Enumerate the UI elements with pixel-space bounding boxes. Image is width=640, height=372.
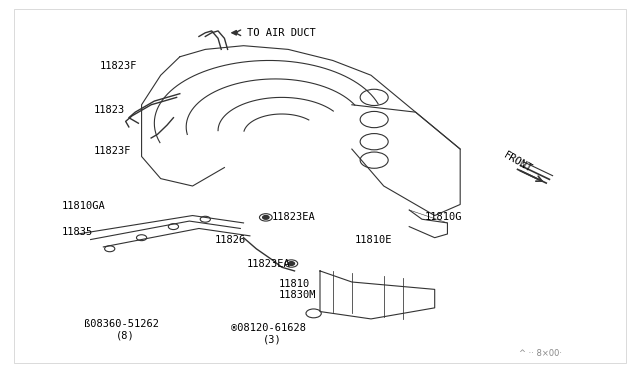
Text: (8): (8)	[116, 331, 135, 340]
Text: FRONT: FRONT	[502, 150, 534, 174]
Text: 11823EA: 11823EA	[272, 212, 316, 222]
Text: 11823F: 11823F	[94, 146, 131, 156]
Text: 11823: 11823	[94, 105, 125, 115]
Text: TO AIR DUCT: TO AIR DUCT	[246, 28, 316, 38]
Text: 11810E: 11810E	[355, 234, 392, 244]
Text: ^ ·· 8×00·: ^ ·· 8×00·	[519, 349, 562, 358]
Text: (3): (3)	[262, 334, 282, 344]
Circle shape	[262, 215, 269, 219]
Text: 11823F: 11823F	[100, 61, 138, 71]
Text: 11826: 11826	[215, 234, 246, 244]
Text: ®08120-61628: ®08120-61628	[231, 323, 306, 333]
Text: 11810G: 11810G	[425, 212, 463, 222]
Text: 11810: 11810	[278, 279, 310, 289]
Text: 11830M: 11830M	[278, 290, 316, 300]
Text: ß08360-51262: ß08360-51262	[84, 320, 159, 330]
Text: 11823EA: 11823EA	[246, 259, 291, 269]
Text: 11835: 11835	[62, 227, 93, 237]
Text: 11810GA: 11810GA	[62, 201, 106, 211]
Circle shape	[288, 262, 294, 265]
